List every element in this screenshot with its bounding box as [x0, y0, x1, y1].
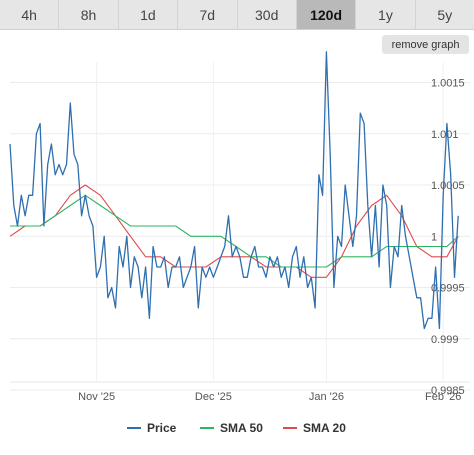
tab-1d[interactable]: 1d	[119, 0, 179, 29]
legend-swatch	[127, 427, 141, 429]
x-axis-ticks: Nov '25 Dec '25 Jan '26 Feb '26	[78, 391, 461, 403]
x-tick-label: Feb '26	[425, 391, 461, 403]
y-tick-label: 1.001	[431, 129, 459, 141]
legend-swatch	[200, 427, 214, 429]
legend-item-sma-20[interactable]: SMA 20	[283, 421, 346, 435]
legend-swatch	[283, 427, 297, 429]
y-tick-label: 1.0005	[431, 180, 465, 192]
legend-label: Price	[147, 421, 177, 435]
y-tick-label: 1	[431, 231, 437, 243]
series-line-sma-20	[9, 184, 459, 278]
legend-item-sma-50[interactable]: SMA 50	[200, 421, 263, 435]
y-tick-label: 0.999	[431, 334, 459, 346]
grid-lines	[10, 62, 470, 391]
tab-120d[interactable]: 120d	[296, 0, 357, 29]
tab-30d[interactable]: 30d	[238, 0, 297, 29]
series-line-price	[9, 51, 459, 330]
y-tick-label: 0.9995	[431, 283, 465, 295]
y-axis-ticks: 1.0015 1.001 1.0005 1 0.9995 0.999 0.9985	[431, 78, 465, 398]
y-tick-label: 0.9985	[431, 385, 465, 397]
x-tick-label: Dec '25	[195, 391, 232, 403]
chart-legend: Price SMA 50 SMA 20	[0, 421, 474, 437]
x-tick-label: Nov '25	[78, 391, 115, 403]
tab-8h[interactable]: 8h	[59, 0, 119, 29]
x-tick-label: Jan '26	[309, 391, 344, 403]
tab-7d[interactable]: 7d	[178, 0, 238, 29]
tab-5y[interactable]: 5y	[437, 6, 453, 23]
tab-4h[interactable]: 4h	[0, 0, 60, 29]
y-tick-label: 1.0015	[431, 78, 465, 90]
series-line-sma-50	[10, 194, 459, 268]
remove-graph-button[interactable]: remove graph	[382, 35, 469, 54]
legend-item-price[interactable]: Price	[127, 421, 176, 435]
legend-label: SMA 20	[303, 421, 346, 435]
tab-1y[interactable]: 1y	[356, 0, 416, 29]
timeframe-tabs: 4h 8h 1d 7d 30d 120d 1y 5y	[0, 0, 474, 30]
series-lines	[9, 51, 459, 330]
legend-label: SMA 50	[220, 421, 263, 435]
